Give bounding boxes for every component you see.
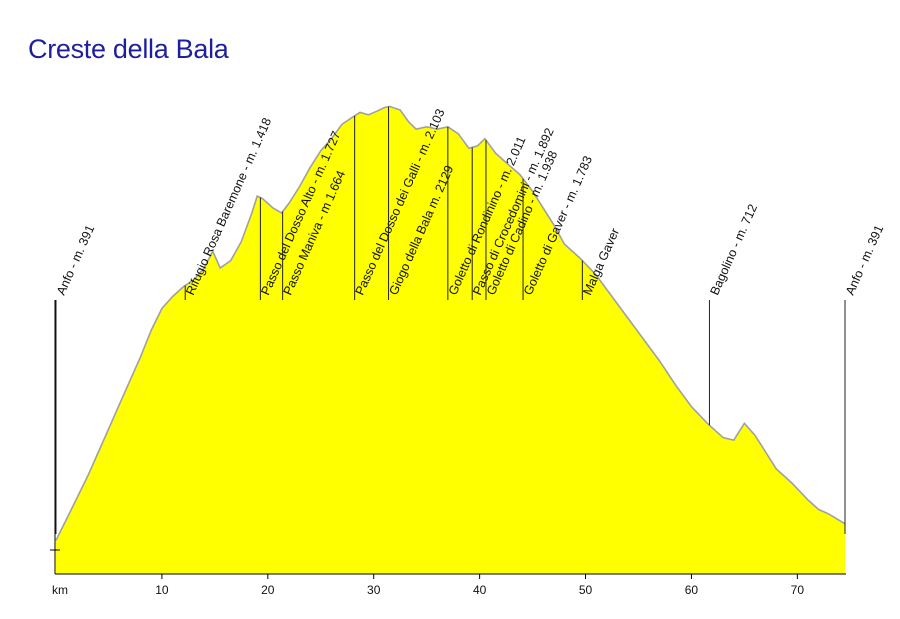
elevation-area — [56, 106, 845, 575]
x-tick-label: 40 — [473, 583, 487, 597]
x-tick-label: 10 — [155, 583, 169, 597]
x-tick-label: 30 — [367, 583, 381, 597]
profile-area-layer — [55, 105, 846, 575]
x-tick-label: 60 — [685, 583, 699, 597]
waypoint-label: Anfo - m. 391 — [843, 223, 886, 297]
x-axis-label: km — [52, 583, 68, 597]
x-tick-label: 50 — [579, 583, 593, 597]
x-tick-label: 20 — [261, 583, 275, 597]
x-tick-label: 70 — [791, 583, 805, 597]
x-axis: 10 20 30 40 50 60 70 km — [50, 300, 846, 597]
waypoint-label: Bagolino - m. 712 — [707, 202, 760, 297]
chart-title: Creste della Bala — [28, 34, 229, 64]
waypoint-label: Anfo - m. 391 — [54, 223, 97, 297]
elevation-outline — [55, 105, 846, 541]
